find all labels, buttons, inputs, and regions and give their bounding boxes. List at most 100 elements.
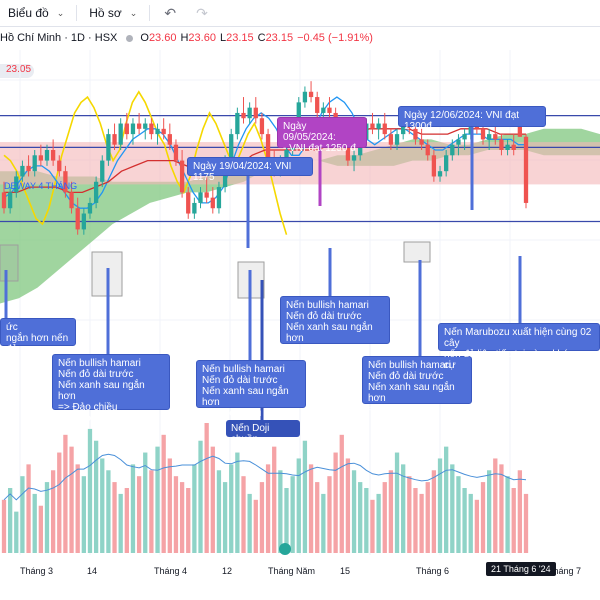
chart-menu-button[interactable]: Biểu đồ ⌄ <box>0 0 72 26</box>
candle-body <box>382 123 387 135</box>
low-label: L <box>219 32 227 44</box>
volume-bar <box>462 488 467 553</box>
open-label: O <box>140 32 149 44</box>
volume-bar <box>345 458 351 553</box>
candle-body <box>376 123 381 129</box>
candle-body <box>100 160 105 182</box>
volume-bar <box>450 464 455 553</box>
candle-body <box>186 192 191 214</box>
chikou-line <box>3 90 288 235</box>
candle-body <box>192 202 197 214</box>
volume-bar <box>192 464 197 553</box>
annotation-0419[interactable]: Ngày 19/04/2024: VNI 1175 <box>187 157 313 183</box>
volume-bar <box>235 452 240 553</box>
volume-bar <box>265 464 271 553</box>
candle-body <box>81 213 86 230</box>
volume-bar <box>26 464 31 553</box>
low-value: 23.15 <box>226 32 254 44</box>
volume-bar <box>161 434 166 553</box>
volume-bar <box>112 482 117 553</box>
annotation-hamari-1[interactable]: Nến bullish hamari Nến đỏ dài trước Nến … <box>52 354 170 424</box>
candle-body <box>50 150 56 161</box>
candle-body <box>302 91 308 103</box>
annotation-hamari-3[interactable]: Nến bullish hamari Nến đỏ dài trước Nến … <box>280 296 390 355</box>
volume-bar <box>87 428 93 553</box>
candle-body <box>204 192 209 198</box>
volume-bar <box>505 476 510 553</box>
candle-body <box>321 107 326 113</box>
pattern-highlight-box <box>0 244 19 282</box>
volume-bar <box>222 482 228 553</box>
candle-body <box>118 123 123 145</box>
redo-icon[interactable]: ↷ <box>196 4 208 21</box>
candle-body <box>431 155 437 177</box>
volume-bar <box>179 482 185 553</box>
candle-body <box>173 144 179 161</box>
candle-body <box>75 208 80 230</box>
toolbar-divider <box>149 5 151 21</box>
volume-bar <box>302 440 308 553</box>
undo-icon[interactable]: ↶ <box>164 4 177 21</box>
volume-bar <box>394 452 400 553</box>
candle-body <box>57 160 62 172</box>
volume-bars <box>1 423 529 553</box>
symbol-name[interactable]: Hồ Chí Minh · 1D · HSX <box>0 32 118 44</box>
volume-bar <box>186 488 191 553</box>
volume-bar <box>425 482 430 553</box>
candle-body <box>130 123 136 135</box>
annotation-0509[interactable]: Ngày 09/05/2024: - VNI đạt 1250 đ <box>277 117 367 154</box>
candle-body <box>284 150 289 161</box>
candle-body <box>487 134 492 140</box>
change-value: −0.45 (−1.91%) <box>297 32 373 44</box>
volume-bar <box>69 446 74 553</box>
volume-bar <box>149 470 154 553</box>
candle-body <box>69 192 74 209</box>
volume-bar <box>253 499 258 553</box>
volume-bar <box>407 476 412 553</box>
candle-body <box>241 112 246 119</box>
volume-bar <box>130 464 136 553</box>
volume-bar <box>419 493 424 553</box>
volume-bar <box>241 476 246 553</box>
kijun-line <box>4 128 526 194</box>
volume-bar <box>468 493 473 553</box>
volume-bar <box>487 470 492 553</box>
profile-menu-label: Hồ sơ <box>89 6 122 20</box>
annotation-doji[interactable]: Nến Doji chuồn <box>226 420 300 445</box>
chevron-down-icon: ⌄ <box>56 7 65 18</box>
volume-bar <box>167 458 172 553</box>
annotation-0612[interactable]: Ngày 12/06/2024: VNI đạt 1300đ <box>398 106 546 132</box>
volume-bar <box>321 493 326 553</box>
annotation-left-cut[interactable]: ức ngắn hơn nến đỏ <box>0 318 76 355</box>
volume-bar <box>50 470 56 553</box>
x-axis-label: Tháng 6 <box>416 566 450 576</box>
candle-body <box>345 144 351 161</box>
profile-menu-button[interactable]: Hồ sơ ⌄ <box>81 0 145 26</box>
symbol-info-bar: Hồ Chí Minh · 1D · HSX O 23.60 H 23.60 L 23… <box>0 30 377 46</box>
volume-bar <box>370 499 375 553</box>
high-value: 23.60 <box>188 32 216 44</box>
annotation-hamari-4[interactable]: Nến bullish hamari Nến đỏ dài trước Nến … <box>362 356 472 415</box>
range-label: DEWAY 4 THÁNG <box>4 181 78 191</box>
volume-bar <box>413 488 418 553</box>
candle-body <box>450 144 455 156</box>
volume-bar <box>63 434 68 553</box>
x-axis-label: 12 <box>222 566 233 576</box>
annotation-hamari-2[interactable]: Nến bullish hamari Nến đỏ dài trước Nến … <box>196 360 306 419</box>
volume-bar <box>474 499 480 553</box>
candle-body <box>136 123 142 129</box>
volume-bar <box>456 476 461 553</box>
volume-bar <box>81 476 86 553</box>
high-label: H <box>180 32 189 44</box>
candle-body <box>327 107 332 113</box>
indicator-toggle-button[interactable] <box>0 64 34 78</box>
x-axis-current-date: 21 Tháng 6 '24 <box>486 562 556 576</box>
candle-body <box>351 155 357 161</box>
candle-body <box>26 165 31 172</box>
annotation-pointers <box>4 127 522 555</box>
candle-body <box>394 134 400 145</box>
annotation-marubozu[interactable]: Nến Marubozu xuất hiện cùng 02 cây nến đ… <box>438 323 600 371</box>
volume-bar <box>173 476 179 553</box>
candle-body <box>437 171 443 177</box>
candle-body <box>124 123 129 135</box>
